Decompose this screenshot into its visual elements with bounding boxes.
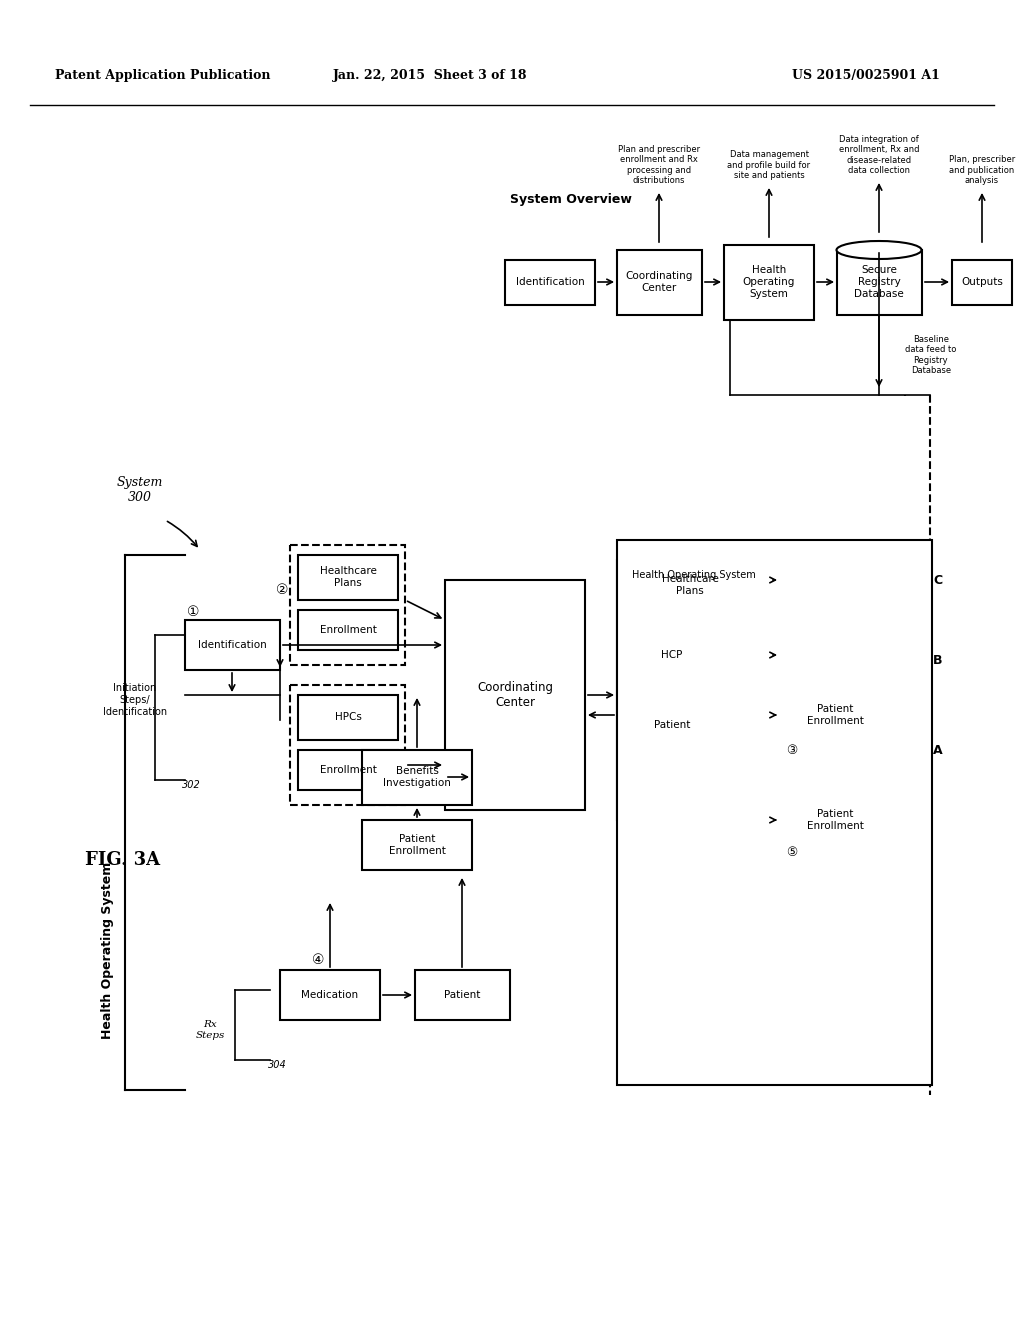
Text: HCP: HCP — [662, 649, 683, 660]
Bar — [290, 685, 406, 805]
Bar — [362, 750, 472, 805]
Text: Coordinating
Center: Coordinating Center — [477, 681, 553, 709]
Text: 304: 304 — [268, 1060, 287, 1071]
Text: Healthcare
Plans: Healthcare Plans — [662, 574, 719, 595]
Bar — [185, 620, 280, 671]
Text: ③: ③ — [786, 743, 798, 756]
Text: Patient
Enrollment: Patient Enrollment — [807, 809, 863, 830]
Text: ②: ② — [275, 583, 288, 597]
Text: US 2015/0025901 A1: US 2015/0025901 A1 — [793, 69, 940, 82]
Text: FIG. 3A: FIG. 3A — [85, 851, 160, 869]
Bar — [298, 554, 398, 601]
Text: C: C — [933, 573, 942, 586]
Bar — [617, 560, 772, 820]
Bar — [952, 260, 1012, 305]
Bar — [837, 249, 922, 315]
Text: 302: 302 — [182, 780, 201, 789]
Bar — [625, 630, 720, 680]
Text: Medication: Medication — [301, 990, 358, 1001]
Text: ⑤: ⑤ — [786, 846, 798, 859]
Bar — [625, 700, 720, 750]
Bar — [290, 545, 406, 665]
Text: Enrollment: Enrollment — [319, 766, 377, 775]
Text: Identification: Identification — [516, 277, 585, 286]
Text: System Overview: System Overview — [510, 194, 632, 206]
Text: Coordinating
Center: Coordinating Center — [626, 271, 692, 293]
Bar — [298, 696, 398, 741]
Text: Outputs: Outputs — [962, 277, 1002, 286]
Bar — [445, 579, 585, 810]
Text: Patient
Enrollment: Patient Enrollment — [807, 704, 863, 726]
Bar — [415, 970, 510, 1020]
Text: Data management
and profile build for
site and patients: Data management and profile build for si… — [727, 150, 811, 180]
Bar — [780, 690, 890, 741]
Text: Baseline
data feed to
Registry
Database: Baseline data feed to Registry Database — [905, 335, 956, 375]
Text: Health Operating System: Health Operating System — [101, 862, 115, 1039]
Text: Identification: Identification — [198, 640, 266, 649]
Text: Patient: Patient — [653, 719, 690, 730]
Text: Jan. 22, 2015  Sheet 3 of 18: Jan. 22, 2015 Sheet 3 of 18 — [333, 69, 527, 82]
Bar — [617, 540, 932, 1085]
Bar — [280, 970, 380, 1020]
Bar — [780, 795, 890, 845]
Text: Initiation
Steps/
Identification: Initiation Steps/ Identification — [103, 684, 167, 717]
Text: Healthcare
Plans: Healthcare Plans — [319, 566, 377, 587]
Text: Patient
Enrollment: Patient Enrollment — [388, 834, 445, 855]
Bar — [635, 554, 745, 615]
Text: Patent Application Publication: Patent Application Publication — [55, 69, 270, 82]
Text: ④: ④ — [311, 953, 325, 968]
Text: ①: ① — [186, 605, 200, 619]
Text: Plan, prescriber
and publication
analysis: Plan, prescriber and publication analysi… — [949, 156, 1015, 185]
Text: Secure
Registry
Database: Secure Registry Database — [854, 265, 904, 298]
Text: Patient: Patient — [443, 990, 480, 1001]
Ellipse shape — [837, 242, 922, 259]
Text: HPCs: HPCs — [335, 711, 361, 722]
Bar — [640, 560, 740, 610]
Text: System
300: System 300 — [117, 477, 163, 504]
Bar — [298, 610, 398, 649]
Text: Rx
Steps: Rx Steps — [196, 1020, 224, 1040]
Bar — [505, 260, 595, 305]
Text: Health
Operating
System: Health Operating System — [742, 265, 796, 298]
Text: Enrollment: Enrollment — [319, 624, 377, 635]
Text: Benefits
Investigation: Benefits Investigation — [383, 766, 451, 788]
Bar — [298, 750, 398, 789]
Bar — [724, 246, 814, 319]
Text: Data integration of
enrollment, Rx and
disease-related
data collection: Data integration of enrollment, Rx and d… — [839, 135, 920, 176]
Bar — [362, 820, 472, 870]
Bar — [617, 249, 702, 315]
Text: Plan and prescriber
enrollment and Rx
processing and
distributions: Plan and prescriber enrollment and Rx pr… — [617, 145, 700, 185]
Text: B: B — [933, 653, 942, 667]
Text: A: A — [933, 743, 943, 756]
Text: Health Operating System: Health Operating System — [632, 570, 756, 579]
